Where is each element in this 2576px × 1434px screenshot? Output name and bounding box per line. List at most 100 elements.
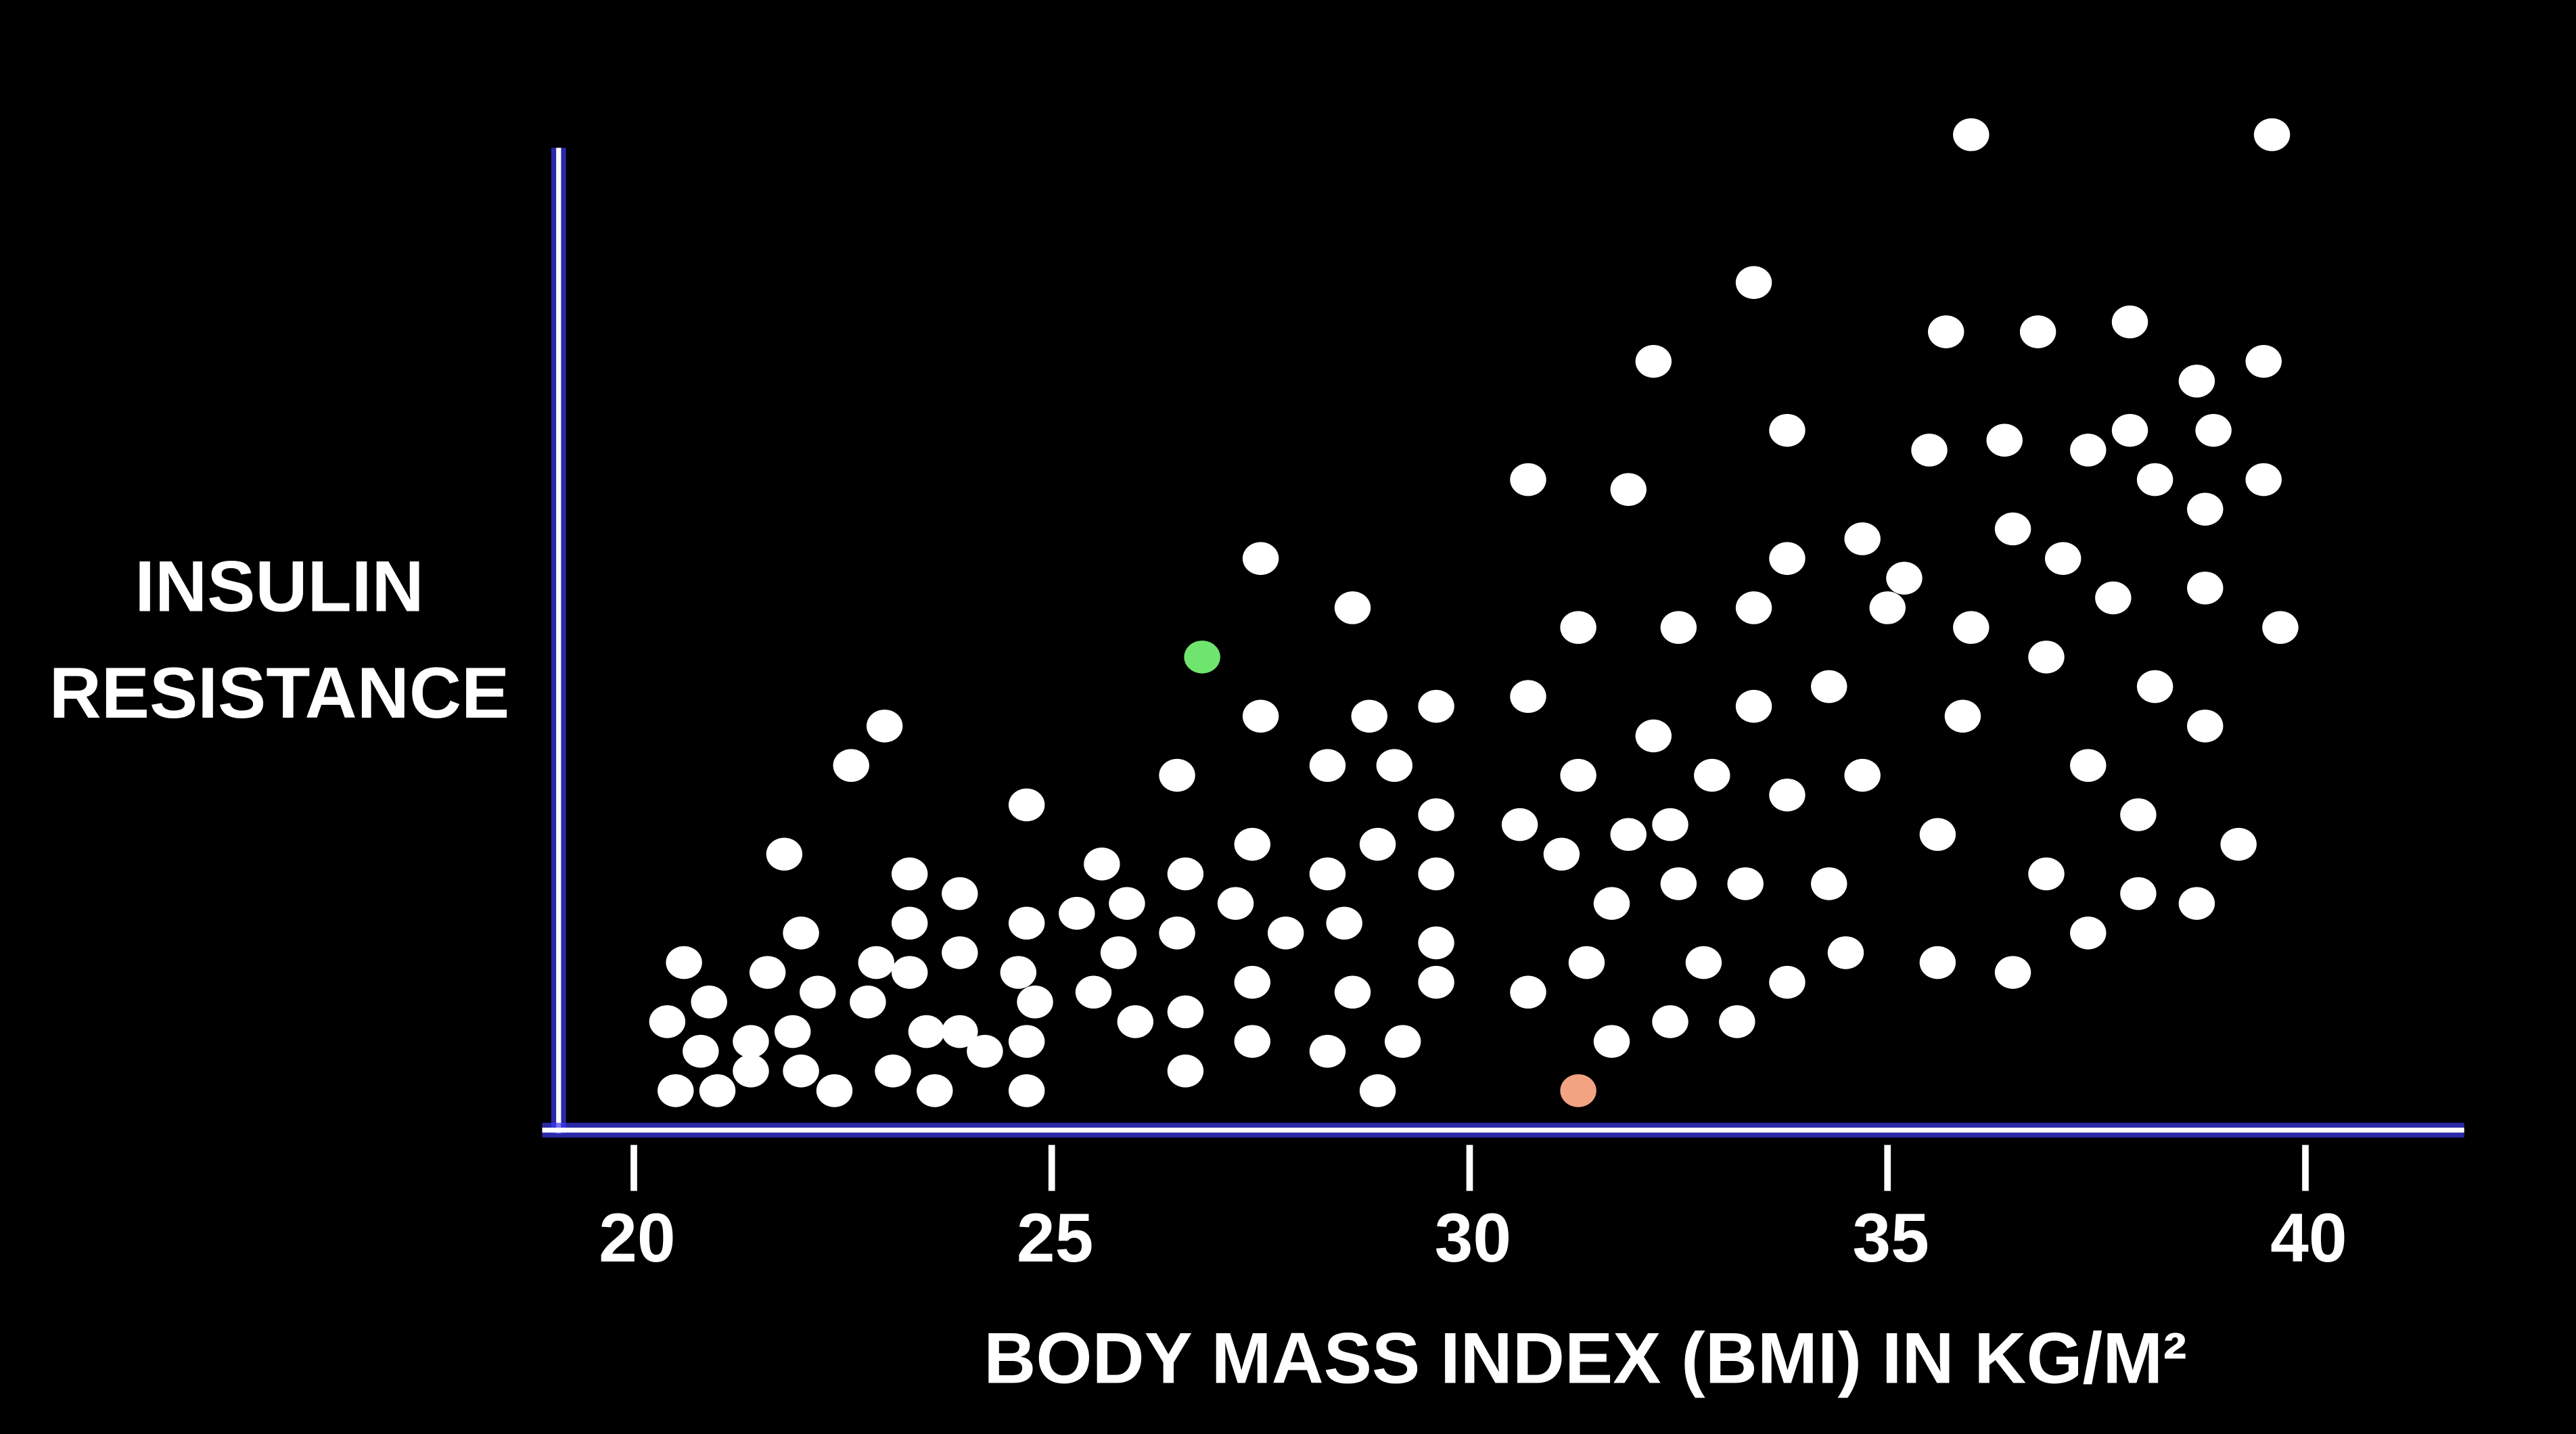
data-point [1694,758,1730,792]
data-point [2187,492,2224,526]
data-point [1660,611,1697,644]
data-point [942,936,978,969]
data-point [1008,1074,1045,1107]
data-point [775,1015,811,1048]
data-point [942,1015,978,1048]
data-point [2095,581,2132,615]
data-point [1735,591,1772,624]
data-point [1100,936,1137,969]
data-point [2253,118,2291,152]
x-tick-label: 35 [1852,1199,1929,1276]
data-point [1242,699,1279,733]
data-point [1059,896,1095,930]
data-point [2195,413,2232,447]
data-point [2120,877,2157,910]
data-point [1267,917,1304,950]
data-point [1994,512,2031,546]
data-point [749,956,786,989]
data-point [2111,305,2148,339]
data-point [1953,611,1990,644]
data-point [1334,975,1371,1009]
data-point [1769,542,1806,575]
data-point [1919,946,1956,979]
data-point [683,1034,719,1068]
data-point [1376,749,1413,782]
data-point [1242,542,1279,575]
data-point [1560,611,1596,644]
data-point [1769,779,1806,812]
data-point [1660,867,1697,900]
data-point [2136,463,2174,496]
data-point [1510,975,1546,1009]
data-point [1986,423,2023,457]
data-point [1234,965,1270,999]
data-point [2178,365,2215,398]
data-point [2187,710,2224,743]
data-point [2044,542,2082,575]
data-point [891,956,928,989]
data-point [1501,808,1538,841]
data-point [1234,827,1270,861]
data-point [891,857,928,891]
data-point [1359,827,1396,861]
data-point [1727,867,1764,900]
data-point [1334,591,1371,624]
data-point [1994,956,2031,989]
data-point [858,946,894,979]
data-point [1886,561,1923,595]
data-point [1652,808,1688,841]
data-point [1560,758,1596,792]
data-point [917,1074,953,1107]
data-point [2178,887,2215,920]
y-axis-label: RESISTANCE [49,652,510,733]
data-point [2019,315,2056,348]
data-point [691,986,727,1019]
x-axis-label: BODY MASS INDEX (BMI) IN KG/M² [984,1318,2187,1399]
x-tick-label: 25 [1017,1199,1093,1276]
data-point [1911,434,1948,467]
data-point [1593,887,1630,920]
data-point [1844,522,1881,555]
x-tick-label: 20 [599,1199,675,1276]
data-point [2187,572,2224,605]
data-point [1217,887,1254,920]
data-point [1309,857,1346,891]
data-point [1510,463,1546,496]
data-point [2136,670,2174,703]
data-point [658,1074,694,1107]
data-point [1953,118,1990,152]
data-point [866,710,903,743]
data-point [1560,1074,1596,1107]
data-point [2220,827,2257,861]
data-point [1652,1005,1688,1038]
data-point [1543,837,1580,871]
data-point [942,877,978,910]
data-point [1568,946,1605,979]
data-point [1167,857,1204,891]
data-point [1384,1025,1421,1058]
data-point [850,986,886,1019]
data-point [1000,956,1037,989]
data-point [2245,463,2282,496]
data-point [1084,848,1120,881]
data-point [1309,749,1346,782]
data-point [2120,798,2157,831]
data-point [908,1015,945,1048]
data-point [1735,266,1772,299]
data-point [1159,758,1195,792]
x-tick-label: 30 [1435,1199,1511,1276]
data-point [1359,1074,1396,1107]
data-point [1811,867,1847,900]
data-point [1075,975,1112,1009]
data-point [833,749,869,782]
data-point [1593,1025,1630,1058]
data-point [733,1025,769,1058]
data-point [1811,670,1847,703]
data-point [766,837,803,871]
data-point [2111,413,2148,447]
data-point [1635,719,1672,753]
data-point [1109,887,1145,920]
data-point [1928,315,1964,348]
data-point [2070,749,2107,782]
